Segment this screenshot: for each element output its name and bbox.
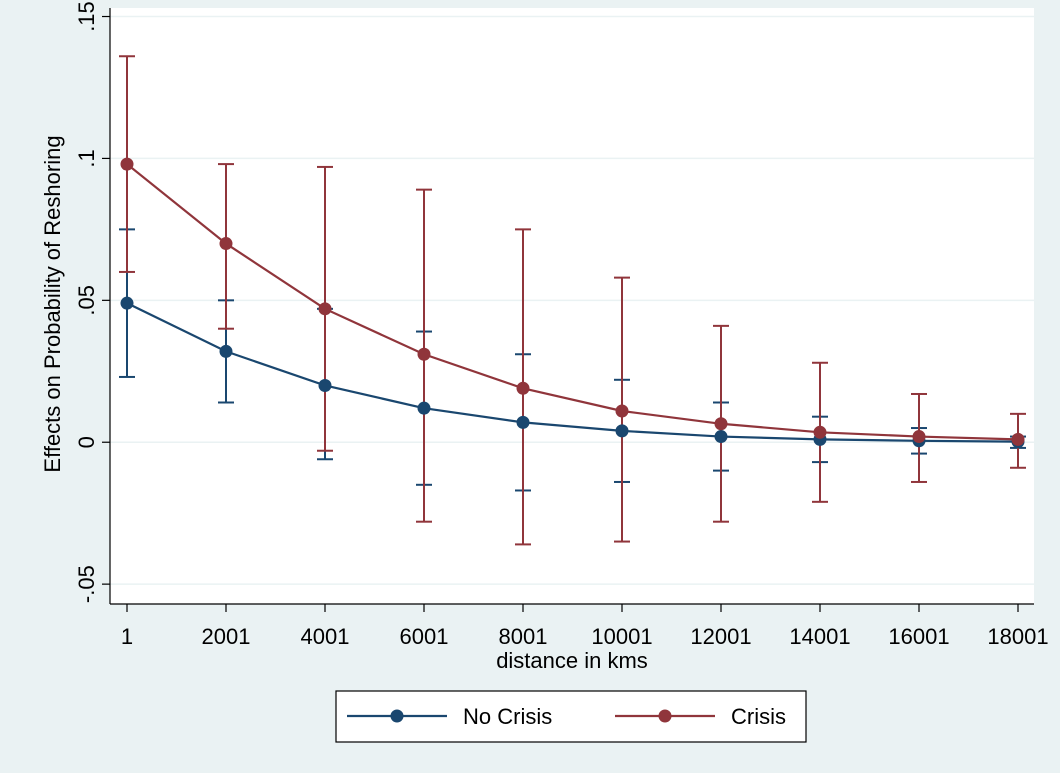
y-tick-label: -.05 xyxy=(74,565,99,603)
data-point xyxy=(912,430,926,444)
gridlines xyxy=(110,15,1034,585)
data-point xyxy=(615,404,629,418)
x-tick-label: 1 xyxy=(121,624,133,649)
data-point xyxy=(417,347,431,361)
x-tick-label: 12001 xyxy=(690,624,751,649)
data-point xyxy=(615,424,629,438)
y-tick-label: .1 xyxy=(74,149,99,167)
data-point xyxy=(120,296,134,310)
plot-area xyxy=(110,8,1034,604)
data-point xyxy=(714,417,728,431)
legend-item: Crisis xyxy=(615,704,786,729)
y-tick-label: .15 xyxy=(74,1,99,32)
legend-label: Crisis xyxy=(731,704,786,729)
x-tick-label: 2001 xyxy=(202,624,251,649)
data-point xyxy=(120,157,134,171)
y-tick-label: 0 xyxy=(74,436,99,448)
x-axis: 1 2001 4001 6001 8001 10001 12001 14001 16001 180… xyxy=(110,603,1049,649)
data-point xyxy=(1011,432,1025,446)
series-line-group xyxy=(120,157,1025,446)
y-tick-label: .05 xyxy=(74,285,99,316)
x-tick-label: 4001 xyxy=(301,624,350,649)
legend-marker xyxy=(658,709,672,723)
x-tick-label: 14001 xyxy=(789,624,850,649)
legend-label: No Crisis xyxy=(463,704,552,729)
data-point xyxy=(417,401,431,415)
legend-item: No Crisis xyxy=(347,704,552,729)
series-line xyxy=(126,163,1019,441)
data-point xyxy=(219,344,233,358)
data-point xyxy=(318,302,332,316)
data-point xyxy=(714,430,728,444)
data-point xyxy=(219,237,233,251)
legend-items: No Crisis Crisis xyxy=(347,704,786,729)
legend: No Crisis Crisis xyxy=(335,690,807,743)
data-point xyxy=(516,415,530,429)
legend-marker xyxy=(390,709,404,723)
x-tick-label: 16001 xyxy=(888,624,949,649)
x-tick-label: 18001 xyxy=(987,624,1048,649)
series-layer xyxy=(119,55,1026,546)
y-axis-title: Effects on Probability of Reshoring xyxy=(40,135,65,472)
y-axis: -.05 0 .05 .1 .15 xyxy=(74,1,111,604)
data-point xyxy=(813,425,827,439)
x-tick-label: 10001 xyxy=(591,624,652,649)
x-tick-label: 6001 xyxy=(400,624,449,649)
x-axis-title: distance in kms xyxy=(496,648,648,673)
series-line xyxy=(126,302,1019,443)
data-point xyxy=(318,378,332,392)
data-point xyxy=(516,381,530,395)
x-tick-label: 8001 xyxy=(499,624,548,649)
